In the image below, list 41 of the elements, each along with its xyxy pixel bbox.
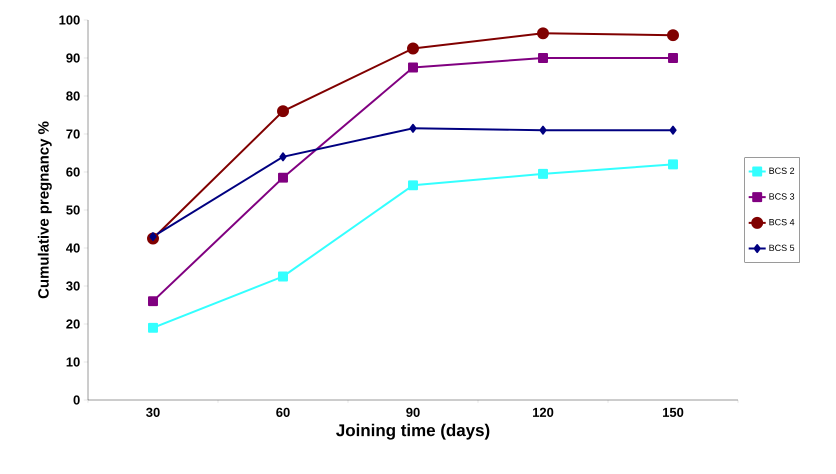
y-axis-title: Cumulative pregnancy % <box>38 122 52 298</box>
point <box>668 53 678 63</box>
point <box>409 124 417 133</box>
y-tick-label: 50 <box>66 205 80 215</box>
x-axis-title: Joining time (days) <box>336 424 490 440</box>
point <box>408 180 418 190</box>
legend-label: BCS 3 <box>769 193 794 200</box>
point <box>149 232 157 242</box>
y-tick-label: 10 <box>66 357 80 367</box>
point <box>537 27 549 40</box>
point <box>668 159 678 170</box>
x-tick-label: 90 <box>406 408 420 417</box>
point <box>408 62 418 72</box>
legend-label: BCS 5 <box>769 244 794 252</box>
point <box>538 53 548 63</box>
point <box>277 105 289 118</box>
y-tick-label: 100 <box>59 15 80 25</box>
point <box>539 126 547 135</box>
point <box>407 42 419 54</box>
y-tick-label: 30 <box>66 281 80 291</box>
y-tick-label: 70 <box>66 129 80 139</box>
x-tick-label: 60 <box>276 408 290 417</box>
point <box>279 152 287 162</box>
y-tick-label: 40 <box>66 243 80 253</box>
point <box>278 272 288 282</box>
x-tick-label: 120 <box>533 408 554 417</box>
legend-label: BCS 2 <box>769 168 794 174</box>
legend-label: BCS 4 <box>769 218 794 226</box>
point <box>278 172 288 183</box>
point <box>148 322 158 333</box>
point <box>669 126 677 135</box>
y-tick-label: 20 <box>66 319 80 329</box>
y-tick-label: 90 <box>66 53 80 63</box>
point <box>667 29 679 42</box>
point <box>538 168 548 179</box>
x-tick-label: 30 <box>146 408 160 417</box>
y-tick-label: 60 <box>66 167 80 177</box>
x-tick-label: 150 <box>663 408 684 417</box>
y-tick-label: 0 <box>74 395 80 405</box>
y-tick-label: 80 <box>66 91 80 101</box>
point <box>148 296 158 306</box>
